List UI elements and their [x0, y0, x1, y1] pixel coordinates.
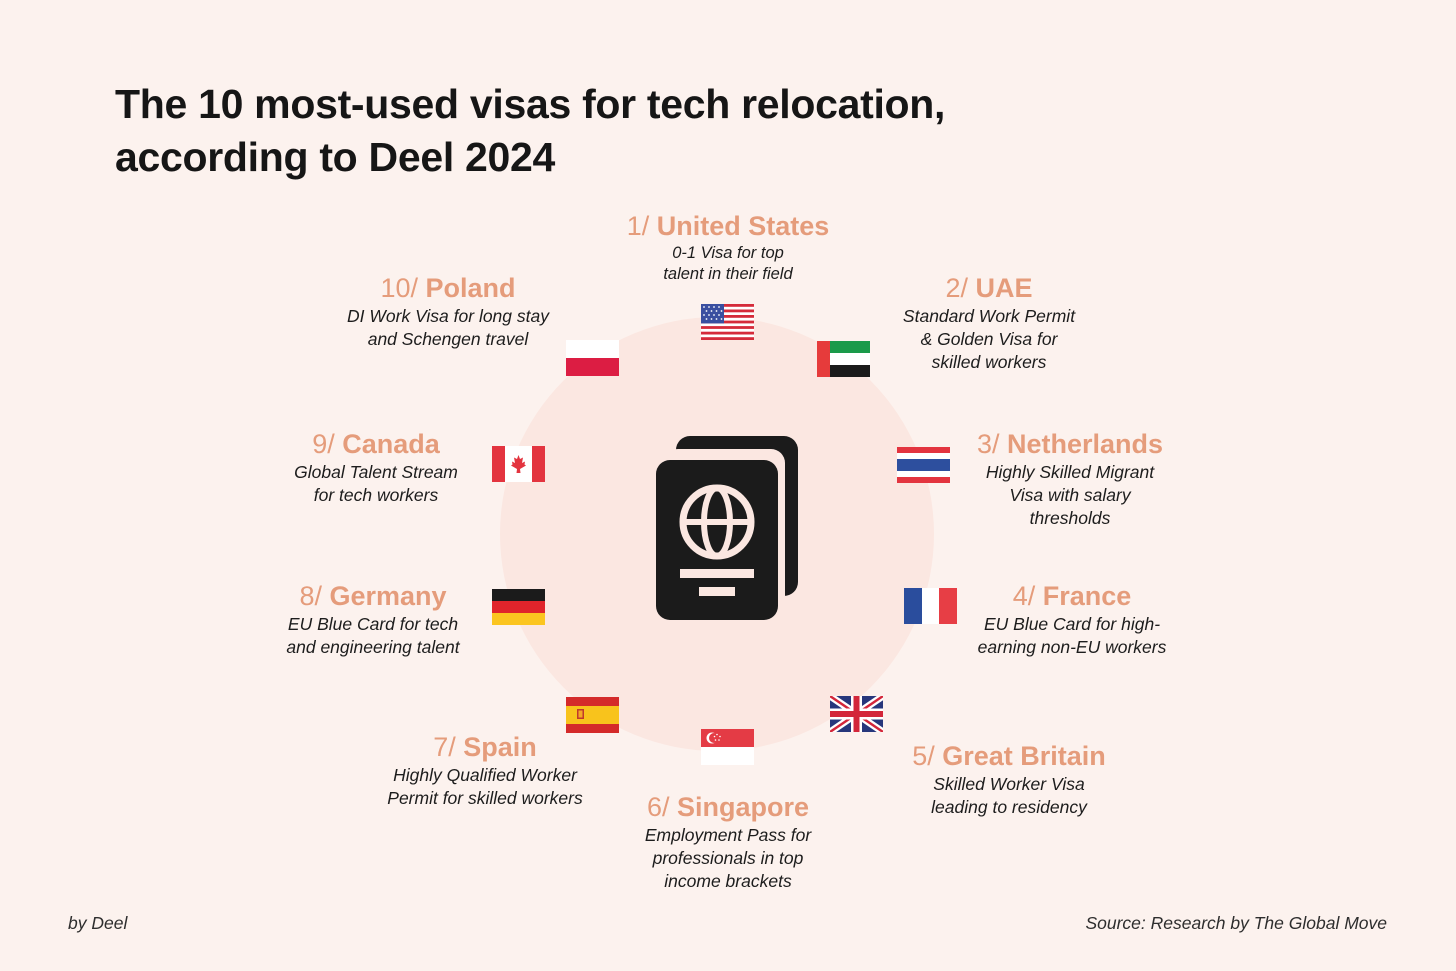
visa-description: Global Talent Stream for tech workers	[294, 462, 458, 505]
rank-label: 3/	[976, 429, 1000, 459]
country-name: United States	[656, 211, 830, 241]
rank-label: 2/	[945, 273, 968, 303]
country-name: Great Britain	[942, 741, 1106, 771]
source-note: Source: Research by The Global Move	[1085, 913, 1387, 933]
us-flag-icon	[701, 304, 754, 340]
country-heading: 3/ Netherlands	[960, 427, 1180, 461]
passport-icon	[656, 436, 800, 622]
visa-description: 0-1 Visa for top talent in their field	[663, 244, 793, 283]
country-heading: 10/ Poland	[328, 271, 568, 305]
country-france: 4/ France EU Blue Card for high- earning…	[962, 579, 1182, 659]
country-great-britain: 5/ Great Britain Skilled Worker Visa lea…	[889, 739, 1129, 819]
country-name: Netherlands	[1007, 429, 1164, 459]
visa-description: Skilled Worker Visa leading to residency	[931, 774, 1087, 817]
page-title: The 10 most-used visas for tech relocati…	[115, 78, 945, 184]
country-netherlands: 3/ Netherlands Highly Skilled Migrant Vi…	[960, 427, 1180, 530]
uae-flag-icon	[817, 341, 870, 377]
country-name: Germany	[329, 581, 447, 611]
country-united-states: 1/ United States 0-1 Visa for top talent…	[598, 209, 858, 285]
country-heading: 4/ France	[962, 579, 1182, 613]
visa-description: DI Work Visa for long stay and Schengen …	[347, 306, 549, 349]
rank-label: 10/	[380, 273, 418, 303]
country-singapore: 6/ Singapore Employment Pass for profess…	[618, 790, 838, 893]
country-name: Poland	[425, 273, 516, 303]
country-germany: 8/ Germany EU Blue Card for tech and eng…	[262, 579, 484, 659]
country-heading: 6/ Singapore	[618, 790, 838, 824]
germany-flag-icon	[492, 589, 545, 625]
visa-description: Highly Skilled Migrant Visa with salary …	[985, 462, 1155, 528]
visa-description: EU Blue Card for tech and engineering ta…	[286, 614, 460, 657]
france-flag-icon	[904, 588, 957, 624]
country-canada: 9/ Canada Global Talent Stream for tech …	[276, 427, 476, 507]
country-heading: 5/ Great Britain	[889, 739, 1129, 773]
byline: by Deel	[68, 913, 128, 933]
country-heading: 2/ UAE	[878, 271, 1100, 305]
country-name: France	[1042, 581, 1132, 611]
country-name: Canada	[342, 429, 440, 459]
title-line-2: according to Deel 2024	[115, 134, 556, 180]
rank-label: 8/	[299, 581, 322, 611]
country-heading: 7/ Spain	[365, 730, 605, 764]
visa-description: EU Blue Card for high- earning non-EU wo…	[977, 614, 1167, 657]
visa-description: Employment Pass for professionals in top…	[644, 825, 812, 891]
country-heading: 8/ Germany	[262, 579, 484, 613]
country-heading: 1/ United States	[598, 209, 858, 243]
title-line-1: The 10 most-used visas for tech relocati…	[115, 81, 946, 127]
uk-flag-icon	[830, 696, 883, 732]
singapore-flag-icon	[701, 729, 754, 765]
canada-flag-icon	[492, 446, 545, 482]
visa-description: Highly Qualified Worker Permit for skill…	[387, 765, 583, 808]
rank-label: 4/	[1012, 581, 1036, 611]
country-poland: 10/ Poland DI Work Visa for long stay an…	[328, 271, 568, 351]
country-name: UAE	[975, 273, 1033, 303]
rank-label: 7/	[433, 732, 456, 762]
country-uae: 2/ UAE Standard Work Permit & Golden Vis…	[878, 271, 1100, 374]
country-name: Singapore	[677, 792, 810, 822]
rank-label: 5/	[912, 741, 935, 771]
rank-label: 9/	[312, 429, 335, 459]
visa-description: Standard Work Permit & Golden Visa for s…	[902, 306, 1076, 372]
poland-flag-icon	[566, 340, 619, 376]
spain-flag-icon	[566, 697, 619, 733]
rank-label: 1/	[626, 211, 650, 241]
rank-label: 6/	[646, 792, 670, 822]
country-spain: 7/ Spain Highly Qualified Worker Permit …	[365, 730, 605, 810]
country-heading: 9/ Canada	[276, 427, 476, 461]
netherlands-flag-icon	[897, 447, 950, 483]
country-name: Spain	[463, 732, 537, 762]
